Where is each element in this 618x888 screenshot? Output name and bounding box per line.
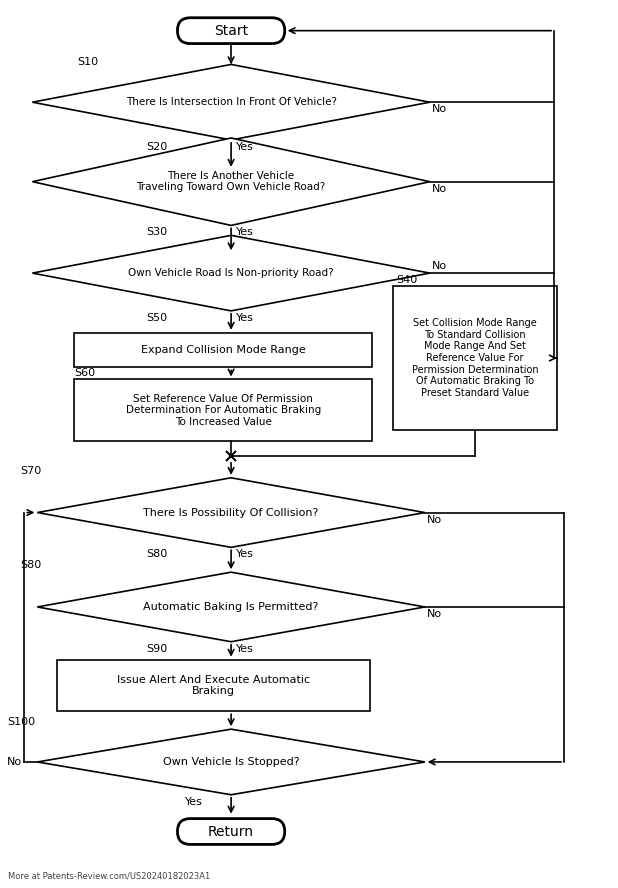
Text: S100: S100 bbox=[7, 718, 35, 727]
Text: More at Patents-Review.com/US20240182023A1: More at Patents-Review.com/US20240182023… bbox=[7, 871, 210, 880]
Polygon shape bbox=[37, 478, 425, 547]
Polygon shape bbox=[37, 729, 425, 795]
Text: Yes: Yes bbox=[236, 142, 254, 152]
Text: Return: Return bbox=[208, 825, 254, 838]
Text: S80: S80 bbox=[146, 550, 168, 559]
Text: S90: S90 bbox=[146, 644, 168, 654]
Text: Yes: Yes bbox=[236, 227, 254, 237]
Text: No: No bbox=[432, 184, 447, 194]
Text: S60: S60 bbox=[74, 369, 95, 378]
Text: Automatic Baking Is Permitted?: Automatic Baking Is Permitted? bbox=[143, 602, 319, 612]
Text: No: No bbox=[432, 261, 447, 271]
Text: Yes: Yes bbox=[185, 797, 203, 806]
Text: S50: S50 bbox=[146, 313, 167, 323]
Polygon shape bbox=[37, 572, 425, 642]
Text: S70: S70 bbox=[20, 466, 41, 476]
Text: Yes: Yes bbox=[236, 644, 254, 654]
Bar bbox=[74, 333, 372, 368]
Text: Expand Collision Mode Range: Expand Collision Mode Range bbox=[141, 345, 305, 355]
Text: No: No bbox=[427, 514, 442, 525]
Text: Yes: Yes bbox=[236, 313, 254, 323]
Text: S30: S30 bbox=[146, 227, 167, 237]
Text: S10: S10 bbox=[77, 58, 98, 67]
Text: S80: S80 bbox=[20, 560, 41, 570]
Bar bbox=[74, 379, 372, 441]
Bar bbox=[393, 286, 557, 430]
Text: Set Collision Mode Range
To Standard Collision
Mode Range And Set
Reference Valu: Set Collision Mode Range To Standard Col… bbox=[412, 318, 538, 398]
Polygon shape bbox=[32, 235, 430, 311]
Text: There Is Another Vehicle
Traveling Toward Own Vehicle Road?: There Is Another Vehicle Traveling Towar… bbox=[137, 170, 326, 193]
Text: S20: S20 bbox=[146, 142, 168, 152]
Polygon shape bbox=[32, 65, 430, 140]
Text: Own Vehicle Is Stopped?: Own Vehicle Is Stopped? bbox=[163, 757, 299, 767]
Text: No: No bbox=[427, 609, 442, 619]
FancyBboxPatch shape bbox=[177, 18, 285, 44]
Polygon shape bbox=[32, 138, 430, 226]
Text: S40: S40 bbox=[396, 275, 417, 285]
Text: Start: Start bbox=[214, 24, 248, 37]
Text: No: No bbox=[432, 104, 447, 115]
Bar bbox=[57, 660, 370, 711]
FancyBboxPatch shape bbox=[177, 819, 285, 844]
Text: There Is Possibility Of Collision?: There Is Possibility Of Collision? bbox=[143, 508, 319, 518]
Text: No: No bbox=[7, 757, 22, 767]
Text: Yes: Yes bbox=[236, 550, 254, 559]
Text: Own Vehicle Road Is Non-priority Road?: Own Vehicle Road Is Non-priority Road? bbox=[129, 268, 334, 278]
Text: Issue Alert And Execute Automatic
Braking: Issue Alert And Execute Automatic Brakin… bbox=[117, 675, 310, 696]
Text: Set Reference Value Of Permission
Determination For Automatic Braking
To Increas: Set Reference Value Of Permission Determ… bbox=[125, 393, 321, 427]
Text: There Is Intersection In Front Of Vehicle?: There Is Intersection In Front Of Vehicl… bbox=[125, 97, 337, 107]
